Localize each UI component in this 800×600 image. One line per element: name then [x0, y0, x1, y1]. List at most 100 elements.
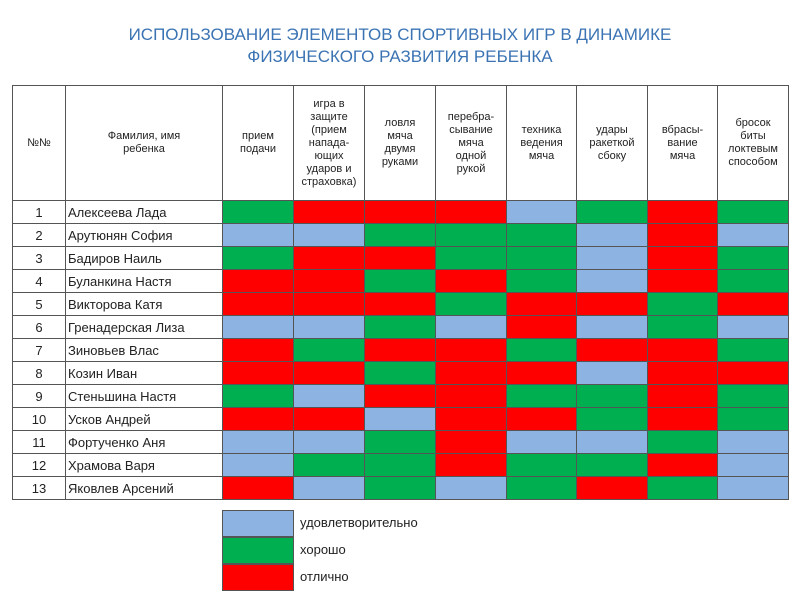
legend-label: отлично — [300, 569, 349, 584]
column-header: прием подачи — [222, 85, 294, 201]
grade-cell — [364, 292, 436, 316]
grade-cell — [435, 223, 507, 247]
table-row: 8 Козин Иван — [12, 361, 789, 385]
table-row: 7 Зиновьев Влас — [12, 338, 789, 362]
column-header: Фамилия, имя ребенка — [65, 85, 223, 201]
table-row: 4 Буланкина Настя — [12, 269, 789, 293]
grade-cell — [647, 453, 718, 477]
child-name: Буланкина Настя — [65, 269, 223, 293]
grade-cell — [364, 246, 436, 270]
grade-cell — [506, 292, 577, 316]
grade-cell — [576, 315, 648, 339]
row-number: 8 — [12, 361, 66, 385]
grade-cell — [435, 338, 507, 362]
grade-cell — [506, 384, 577, 408]
column-header: бросок биты локтевым способом — [717, 85, 789, 201]
legend-label: хорошо — [300, 542, 346, 557]
grade-cell — [435, 430, 507, 454]
column-header: перебра- сывание мяча одной рукой — [435, 85, 507, 201]
row-number: 11 — [12, 430, 66, 454]
grade-cell — [222, 453, 294, 477]
grade-cell — [293, 430, 365, 454]
grade-cell — [293, 223, 365, 247]
grade-cell — [647, 200, 718, 224]
grade-cell — [506, 476, 577, 500]
grade-cell — [435, 269, 507, 293]
grade-cell — [293, 384, 365, 408]
legend-swatch — [222, 537, 294, 564]
column-header: №№ — [12, 85, 66, 201]
table-row: 1 Алексеева Лада — [12, 200, 789, 224]
grade-cell — [222, 361, 294, 385]
table-row: 5 Викторова Катя — [12, 292, 789, 316]
row-number: 3 — [12, 246, 66, 270]
grade-cell — [647, 246, 718, 270]
table-row: 2 Арутюнян София — [12, 223, 789, 247]
grade-cell — [506, 453, 577, 477]
row-number: 10 — [12, 407, 66, 431]
grade-cell — [293, 269, 365, 293]
grade-cell — [576, 384, 648, 408]
grade-cell — [647, 292, 718, 316]
child-name: Стеньшина Настя — [65, 384, 223, 408]
grade-cell — [293, 246, 365, 270]
grade-cell — [647, 269, 718, 293]
child-name: Фортученко Аня — [65, 430, 223, 454]
table-row: 9 Стеньшина Настя — [12, 384, 789, 408]
grade-cell — [222, 315, 294, 339]
child-name: Усков Андрей — [65, 407, 223, 431]
grade-cell — [293, 338, 365, 362]
legend-swatch — [222, 510, 294, 537]
child-name: Арутюнян София — [65, 223, 223, 247]
child-name: Викторова Катя — [65, 292, 223, 316]
grade-cell — [717, 476, 789, 500]
grade-cell — [506, 223, 577, 247]
grade-cell — [506, 361, 577, 385]
grade-cell — [222, 384, 294, 408]
grade-cell — [576, 407, 648, 431]
grade-cell — [576, 246, 648, 270]
grade-cell — [364, 453, 436, 477]
grade-cell — [222, 407, 294, 431]
grade-cell — [364, 269, 436, 293]
grade-cell — [293, 200, 365, 224]
row-number: 1 — [12, 200, 66, 224]
grade-cell — [435, 384, 507, 408]
grade-cell — [293, 292, 365, 316]
grade-cell — [364, 384, 436, 408]
grade-cell — [647, 338, 718, 362]
grade-cell — [647, 384, 718, 408]
grade-cell — [506, 338, 577, 362]
row-number: 12 — [12, 453, 66, 477]
grade-cell — [293, 407, 365, 431]
grade-cell — [647, 223, 718, 247]
table-row: 13 Яковлев Арсений — [12, 476, 789, 500]
grade-cell — [506, 246, 577, 270]
row-number: 13 — [12, 476, 66, 500]
grade-cell — [506, 407, 577, 431]
grade-cell — [222, 246, 294, 270]
row-number: 7 — [12, 338, 66, 362]
grade-cell — [717, 361, 789, 385]
grade-cell — [293, 315, 365, 339]
column-header: игра в защите (прием напада- ющих ударов… — [293, 85, 365, 201]
table-row: 10 Усков Андрей — [12, 407, 789, 431]
grade-cell — [364, 430, 436, 454]
grade-cell — [364, 338, 436, 362]
grade-cell — [717, 315, 789, 339]
table-row: 3 Бадиров Наиль — [12, 246, 789, 270]
grade-cell — [435, 200, 507, 224]
grade-cell — [717, 430, 789, 454]
grade-cell — [576, 223, 648, 247]
child-name: Храмова Варя — [65, 453, 223, 477]
table-row: 6 Гренадерская Лиза — [12, 315, 789, 339]
grade-cell — [364, 361, 436, 385]
grade-cell — [435, 246, 507, 270]
row-number: 4 — [12, 269, 66, 293]
grade-cell — [364, 200, 436, 224]
grade-cell — [506, 200, 577, 224]
grade-cell — [435, 361, 507, 385]
column-header: удары ракеткой сбоку — [576, 85, 648, 201]
child-name: Гренадерская Лиза — [65, 315, 223, 339]
